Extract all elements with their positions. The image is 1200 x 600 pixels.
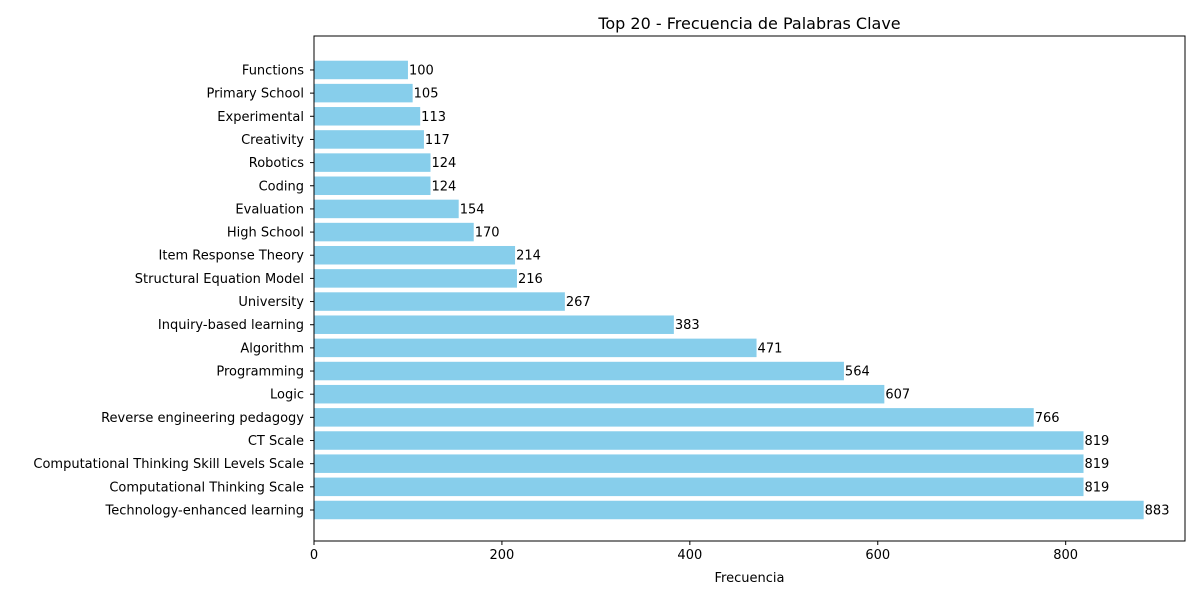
category-labels: Technology-enhanced learning Computationa…	[33, 63, 314, 519]
data-label: 124	[432, 156, 457, 171]
data-label: 124	[432, 179, 457, 194]
data-label: 154	[460, 202, 485, 217]
bar	[314, 222, 474, 242]
x-tick-label: 600	[865, 548, 890, 563]
bar	[314, 315, 674, 334]
category-label: Functions	[242, 63, 304, 78]
category-label: Logic	[270, 388, 304, 403]
data-label: 267	[566, 295, 591, 310]
data-label: 564	[845, 365, 870, 380]
x-tick-label: 200	[490, 548, 515, 563]
bar	[314, 384, 885, 404]
category-label: Evaluation	[235, 202, 304, 217]
category-label: University	[238, 295, 304, 310]
category-label: Computational Thinking Skill Levels Scal…	[33, 457, 304, 472]
x-tick-label: 0	[310, 548, 318, 563]
data-label: 607	[885, 388, 910, 403]
bar	[314, 130, 424, 149]
category-label: Coding	[259, 179, 304, 194]
category-label: Item Response Theory	[159, 249, 305, 264]
x-axis-ticks: 0 200 400 600 800	[310, 541, 1078, 563]
category-label: Algorithm	[240, 341, 304, 356]
data-label: 170	[475, 226, 500, 241]
category-label: Inquiry-based learning	[158, 318, 304, 333]
category-label: Primary School	[206, 87, 304, 102]
category-label: CT Scale	[248, 434, 304, 449]
bar	[314, 176, 431, 196]
bar	[314, 431, 1084, 450]
data-label: 883	[1145, 504, 1170, 519]
data-label: 214	[516, 249, 541, 264]
bar	[314, 83, 413, 103]
data-label: 117	[425, 133, 450, 148]
category-label: Experimental	[217, 110, 304, 125]
category-label: Reverse engineering pedagogy	[101, 411, 304, 426]
x-tick-label: 400	[677, 548, 702, 563]
value-labels: 883 819 819 819 766 607 564 471 383 267 216 214 170 1…	[409, 63, 1170, 518]
bar	[314, 153, 431, 172]
bar	[314, 477, 1084, 497]
bar	[314, 500, 1144, 520]
data-label: 383	[675, 318, 700, 333]
category-label: Programming	[216, 365, 304, 380]
x-axis-title: Frecuencia	[715, 571, 785, 586]
bar	[314, 361, 844, 381]
data-label: 819	[1085, 434, 1110, 449]
data-label: 216	[518, 272, 543, 287]
chart-title: Top 20 - Frecuencia de Palabras Clave	[597, 14, 900, 33]
bar	[314, 199, 459, 219]
bar	[314, 408, 1034, 427]
data-label: 100	[409, 63, 434, 78]
bar	[314, 107, 421, 126]
bars-layer	[314, 60, 1144, 520]
data-label: 766	[1035, 411, 1060, 426]
category-label: Technology-enhanced learning	[104, 504, 304, 519]
category-label: High School	[227, 226, 304, 241]
category-label: Robotics	[249, 156, 304, 171]
plot-frame	[313, 35, 1186, 542]
bar	[314, 338, 757, 358]
data-label: 105	[414, 87, 439, 102]
data-label: 819	[1085, 457, 1110, 472]
data-label: 471	[758, 341, 783, 356]
bar	[314, 60, 408, 80]
bar	[314, 292, 565, 311]
category-label: Creativity	[241, 133, 304, 148]
bar	[314, 269, 517, 288]
x-tick-label: 800	[1053, 548, 1078, 563]
category-label: Computational Thinking Scale	[109, 480, 304, 495]
category-label: Structural Equation Model	[135, 272, 304, 287]
data-label: 819	[1085, 480, 1110, 495]
bar	[314, 454, 1084, 473]
data-label: 113	[421, 110, 446, 125]
bar	[314, 245, 516, 265]
